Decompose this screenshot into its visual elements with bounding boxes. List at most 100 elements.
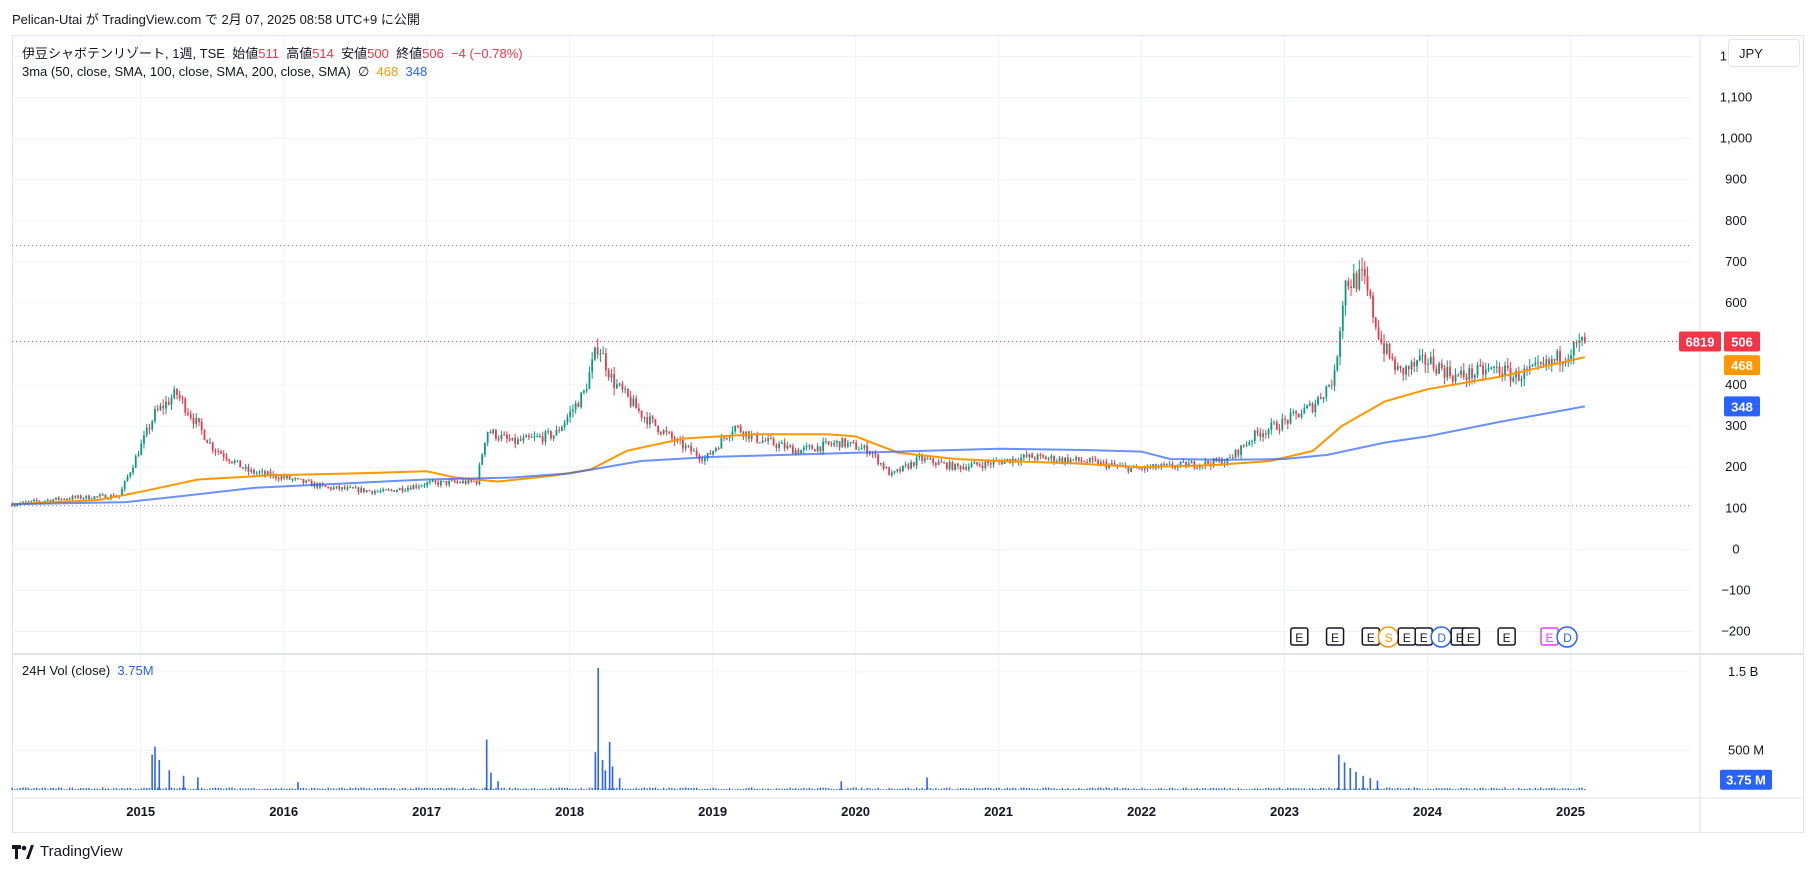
candle-body (1058, 457, 1061, 461)
candle-body (1163, 464, 1165, 466)
volume-bar (1273, 788, 1275, 790)
volume-bar (643, 787, 646, 790)
ma-blue-tag: 348 (1731, 399, 1753, 414)
volume-bar (140, 788, 142, 790)
x-tick-label: 2019 (698, 804, 727, 819)
volume-bar (1190, 788, 1193, 790)
candle-body (1517, 371, 1520, 381)
volume-bar (1215, 788, 1218, 790)
candle-body (805, 445, 808, 448)
candle-body (38, 501, 41, 503)
candle-body (209, 442, 211, 444)
symbol-name[interactable]: 伊豆シャボテンリゾート, 1週, TSE (22, 46, 225, 61)
volume-bar (1251, 788, 1253, 790)
volume-bar (107, 788, 109, 790)
indicator-name[interactable]: 3ma (50, close, SMA, 100, close, SMA, 20… (22, 64, 351, 79)
volume-bar (258, 789, 261, 790)
volume-bar (1584, 789, 1586, 790)
volume-bar (220, 788, 222, 790)
candle-body (808, 445, 811, 447)
volume-bar (423, 787, 426, 790)
volume-bar (1160, 787, 1163, 790)
footer-brand[interactable]: TradingView (12, 843, 123, 860)
volume-label[interactable]: 24H Vol (close) (22, 663, 111, 678)
volume-bar (1097, 787, 1099, 790)
volume-bar (1267, 787, 1270, 790)
volume-bar (1454, 789, 1457, 790)
currency-button[interactable]: JPY (1728, 39, 1800, 67)
volume-bar (1322, 787, 1325, 790)
candle-body (1281, 418, 1284, 430)
candle-body (1352, 273, 1355, 289)
volume-bar (478, 789, 481, 790)
volume-bar (1413, 787, 1415, 790)
volume-bar (201, 787, 203, 790)
candle-body (1465, 376, 1468, 380)
candle-body (1559, 351, 1561, 365)
candle-body (1432, 356, 1435, 369)
candle-body (1000, 461, 1003, 465)
candle-body (451, 480, 453, 482)
candle-body (162, 405, 165, 409)
volume-bar (943, 788, 945, 790)
candle-body (1490, 367, 1493, 369)
candle-body (791, 445, 794, 454)
candle-body (657, 425, 660, 433)
candle-body (1317, 397, 1319, 405)
candle-body (1550, 359, 1553, 364)
candle-body (599, 353, 602, 355)
volume-bar (1408, 787, 1410, 790)
candle-body (387, 489, 390, 491)
volume-bar (616, 787, 618, 790)
volume-bar (1542, 788, 1545, 790)
volume-bar (918, 788, 921, 790)
volume-bar (649, 787, 651, 790)
volume-bar (74, 789, 76, 790)
candle-body (354, 487, 357, 489)
candle-body (890, 472, 893, 476)
candle-body (1292, 411, 1295, 413)
volume-bar (1116, 787, 1119, 790)
volume-bar (426, 787, 428, 790)
candle-body (725, 438, 728, 440)
volume-bar (1105, 787, 1108, 790)
candle-body (1328, 385, 1330, 387)
volume-bar (1174, 788, 1176, 790)
volume-spike (840, 781, 843, 790)
candle-body (775, 444, 778, 448)
candle-body (1066, 457, 1069, 463)
volume-bar (1309, 788, 1311, 790)
volume-bar (27, 787, 30, 790)
candle-body (203, 429, 206, 440)
candle-body (1229, 457, 1231, 459)
volume-bar (891, 788, 893, 790)
currency-label: JPY (1739, 45, 1763, 61)
volume-bar (712, 787, 714, 790)
volume-bar (1265, 788, 1267, 790)
volume-bar (739, 789, 742, 790)
candle-body (1531, 365, 1534, 367)
candle-body (464, 480, 467, 484)
volume-spike (1376, 780, 1379, 790)
candle-body (822, 441, 825, 452)
volume-spike (485, 739, 488, 790)
candle-body (530, 436, 533, 438)
candle-body (52, 499, 55, 502)
volume-bar (646, 788, 648, 790)
candle-body (426, 482, 429, 486)
volume-bar (473, 787, 475, 790)
volume-bar (1223, 787, 1226, 790)
candle-body (1014, 458, 1017, 462)
candle-body (374, 491, 376, 494)
candle-body (1495, 366, 1498, 368)
volume-bar (1185, 787, 1187, 790)
candle-body (857, 449, 860, 451)
volume-bar (1446, 788, 1448, 790)
candle-body (1564, 362, 1567, 364)
candle-body (1204, 460, 1207, 466)
candle-body (1336, 356, 1339, 371)
candle-body (1308, 403, 1311, 406)
volume-bar (511, 788, 514, 790)
volume-bar (871, 789, 874, 790)
